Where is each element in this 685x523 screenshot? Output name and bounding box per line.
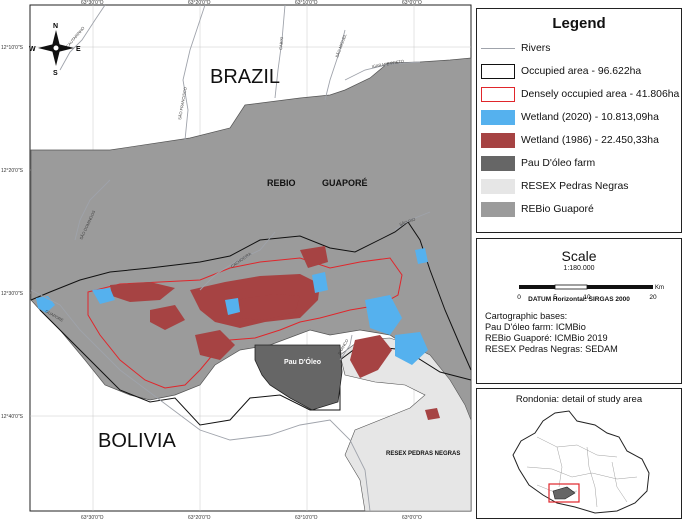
legend-label: REBio Guaporé xyxy=(521,203,594,215)
legend-label: Rivers xyxy=(521,42,551,54)
north-arrow-s: S xyxy=(53,70,58,77)
bases-title: Cartographic bases: xyxy=(485,311,568,321)
legend-title: Legend xyxy=(552,15,606,32)
scale-tick: 0 xyxy=(517,294,521,301)
legend-item: Rivers xyxy=(481,38,681,58)
legend-item: RESEX Pedras Negras xyxy=(481,176,681,196)
north-arrow-n: N xyxy=(53,23,58,30)
legend-swatch xyxy=(481,109,515,125)
scale-bar: 0 5 10 20 Km xyxy=(517,284,664,301)
north-arrow-e: E xyxy=(76,46,81,53)
legend-item: Wetland (2020) - 10.813,09ha xyxy=(481,107,681,127)
lon-tick: 63°10'0"O xyxy=(295,0,318,6)
legend-swatch xyxy=(481,132,515,148)
bases-line: RESEX Pedras Negras: SEDAM xyxy=(485,344,618,354)
legend-swatch xyxy=(481,178,515,194)
legend-label: Pau D'óleo farm xyxy=(521,157,596,169)
legend-label: Wetland (1986) - 22.450,33ha xyxy=(521,134,659,146)
bases-line: Pau D'óleo farm: ICMBio xyxy=(485,322,586,332)
lat-tick: 12°10'0"S xyxy=(1,45,24,51)
country-label-brazil: BRAZIL xyxy=(210,66,280,88)
densely-occupied-outline xyxy=(87,257,403,389)
inset-panel: Rondonia: detail of study area xyxy=(476,388,682,519)
wetland-1986 xyxy=(110,246,440,420)
resex-label: RESEX PEDRAS NEGRAS xyxy=(386,451,460,457)
scale-panel: Scale 1:180.000 0 5 10 20 Km DATUM Horiz… xyxy=(476,238,682,384)
legend-items: Rivers Occupied area - 96.622ha Densely oc… xyxy=(477,38,681,219)
legend-panel: Legend Rivers Occupied area - 96.622ha Den… xyxy=(476,8,682,233)
rondonia-outline xyxy=(512,410,650,514)
wetland-2020 xyxy=(36,248,428,365)
lon-tick: 63°0'0"O xyxy=(402,0,422,6)
legend-item: Pau D'óleo farm xyxy=(481,153,681,173)
lon-tick: 63°20'0"O xyxy=(188,515,211,521)
lat-tick: 12°30'0"S xyxy=(1,291,24,297)
lat-tick: 12°20'0"S xyxy=(1,168,24,174)
legend-label: Occupied area - 96.622ha xyxy=(521,65,642,77)
river-label: IGARAPE PRETO xyxy=(371,58,404,69)
rondonia-inset-map xyxy=(512,410,650,514)
river-label: SÃO RIO xyxy=(399,217,416,227)
scale-unit: Km xyxy=(655,285,664,291)
north-arrow: N S E W xyxy=(29,23,81,77)
rebio-label: REBIO xyxy=(267,178,296,188)
lon-tick: 63°10'0"O xyxy=(295,515,318,521)
legend-label: RESEX Pedras Negras xyxy=(521,180,629,192)
river-label: SÃO FRANCISCO xyxy=(177,87,188,120)
scale-ratio: 1:180.000 xyxy=(563,265,595,272)
legend-swatch xyxy=(481,86,515,102)
bases-line: REBio Guaporé: ICMBio 2019 xyxy=(485,333,608,343)
farm-label: Pau D'Óleo xyxy=(284,357,321,366)
lon-tick: 63°30'0"O xyxy=(81,0,104,6)
country-label-bolivia: BOLIVIA xyxy=(98,430,176,452)
datum-text: DATUM Horizontal: SIRGAS 2000 xyxy=(528,296,630,303)
rebio-label-2: GUAPORÉ xyxy=(322,178,368,188)
lon-tick: 63°20'0"O xyxy=(188,0,211,6)
legend-swatch xyxy=(481,47,515,49)
inset-title: Rondonia: detail of study area xyxy=(515,394,643,405)
lon-tick: 63°0'0"O xyxy=(402,515,422,521)
scale-tick: 10 xyxy=(583,294,591,301)
river-label: CABIXI xyxy=(278,37,284,51)
scale-tick: 5 xyxy=(553,294,557,301)
scale-title: Scale xyxy=(561,248,597,264)
lon-ticks-bottom: 63°30'0"O 63°20'0"O 63°10'0"O 63°0'0"O xyxy=(81,515,422,521)
legend-label: Densely occupied area - 41.806ha xyxy=(521,88,680,100)
study-area-highlight xyxy=(548,483,580,503)
cartographic-bases: Cartographic bases: Pau D'óleo farm: ICM… xyxy=(485,311,681,355)
legend-item: REBio Guaporé xyxy=(481,199,681,219)
lon-ticks-top: 63°30'0"O 63°20'0"O 63°10'0"O 63°0'0"O xyxy=(81,0,422,6)
lat-tick: 12°40'0"S xyxy=(1,414,24,420)
legend-swatch xyxy=(481,155,515,171)
lat-ticks: 12°10'0"S 12°20'0"S 12°30'0"S 12°40'0"S xyxy=(1,45,24,420)
legend-item: Wetland (1986) - 22.450,33ha xyxy=(481,130,681,150)
legend-item: Occupied area - 96.622ha xyxy=(481,61,681,81)
legend-item: Densely occupied area - 41.806ha xyxy=(481,84,681,104)
scale-tick: 20 xyxy=(649,294,657,301)
north-arrow-w: W xyxy=(29,46,36,53)
legend-label: Wetland (2020) - 10.813,09ha xyxy=(521,111,659,123)
study-area-inset-shape xyxy=(552,486,576,500)
legend-swatch xyxy=(481,201,515,217)
legend-swatch xyxy=(481,63,515,79)
lon-tick: 63°30'0"O xyxy=(81,515,104,521)
rivers xyxy=(30,4,431,512)
